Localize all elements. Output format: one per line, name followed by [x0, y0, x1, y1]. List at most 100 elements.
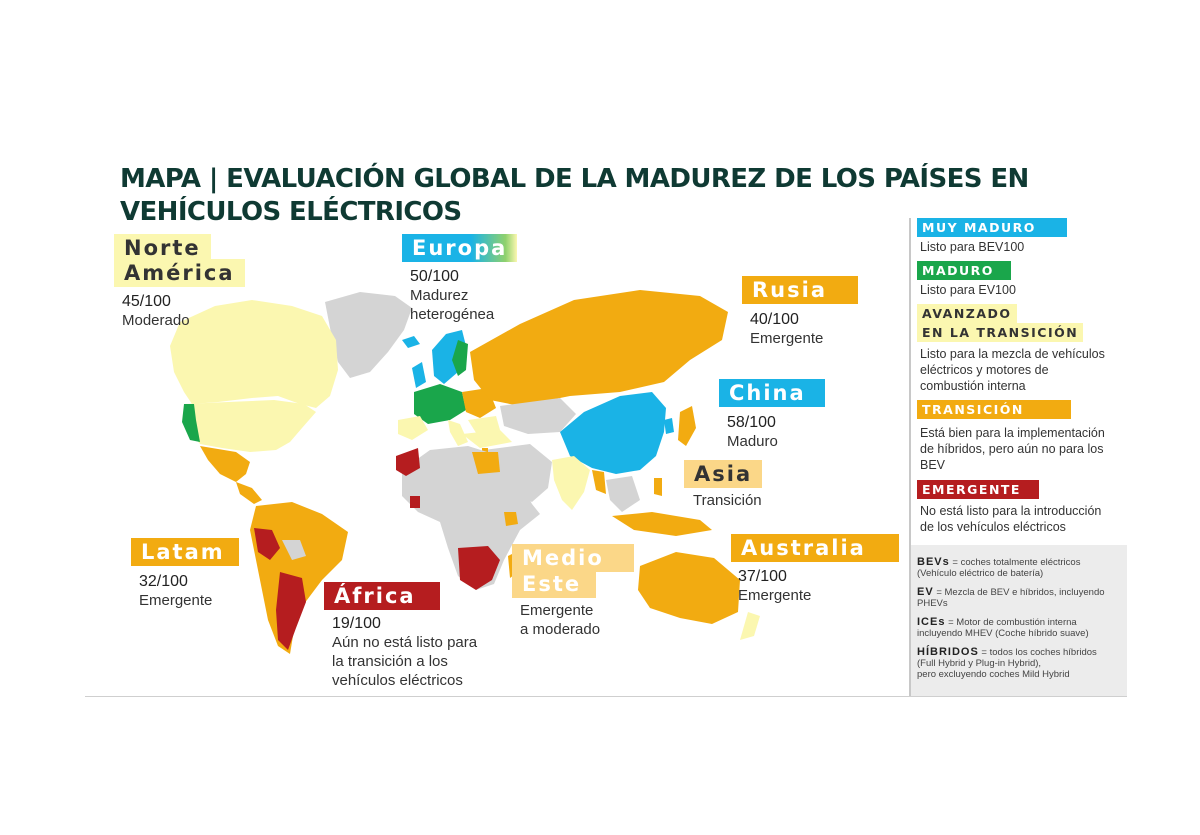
southern-africa-shape [458, 546, 500, 590]
legend-desc-avanzado: Listo para la mezcla de vehículos eléctr… [920, 346, 1105, 394]
glossary-ices-def1: = Motor de combustión interna [945, 617, 1077, 628]
glossary-ev-term: EV [917, 586, 934, 598]
peru-shape [254, 528, 280, 560]
africa-shape [402, 446, 540, 590]
legend-tag-maduro: Maduro [917, 261, 1011, 280]
legend-desc-transicion: Está bien para la implementación de híbr… [920, 425, 1105, 473]
glossary-hibridos-term: Híbridos [917, 646, 979, 658]
region-info-asia: Transición [693, 491, 762, 510]
region-tag-china: China [719, 379, 825, 407]
legend-tag-avanzado-line2: en la transición [917, 323, 1084, 342]
greenland-shape [325, 292, 412, 378]
score-norte-america: 45/100 [122, 293, 171, 310]
glossary-ev: EV = Mezcla de BEV e híbridos, incluyend… [917, 586, 1122, 610]
usa-shape [184, 400, 316, 452]
map-title: MAPA | EVALUACIÓN GLOBAL DE LA MADUREZ D… [120, 164, 1029, 227]
region-tag-norte-america-line2: América [114, 259, 245, 287]
legend-desc-emergente-line2: de los vehículos eléctricos [920, 520, 1066, 534]
korea-shape [664, 418, 674, 434]
australia-shape [638, 552, 740, 624]
region-info-africa: 19/100 Aún no está listo para la transic… [332, 614, 477, 690]
legend-tag-avanzado-line1: Avanzado [917, 304, 1017, 323]
region-info-medio-este: Emergente a moderado [520, 601, 600, 639]
region-tag-medio-este-line1: Medio [512, 544, 634, 572]
glossary-bevs-def2: (Vehículo eléctrico de batería) [917, 568, 1044, 579]
status-medio-este-line2: a moderado [520, 621, 601, 638]
status-latam: Emergente [139, 592, 213, 609]
status-australia: Emergente [738, 587, 812, 604]
china-shape [560, 392, 666, 474]
legend-tag-muy-maduro: Muy maduro [917, 218, 1067, 237]
legend-desc-maduro: Listo para EV100 [920, 283, 1016, 297]
legend-tag-emergente: Emergente [917, 480, 1039, 499]
brazil-west-shape [282, 540, 306, 560]
region-info-rusia: 40/100 Emergente [750, 310, 823, 348]
region-info-europa: 50/100 Madurez heterogénea [410, 267, 494, 324]
glossary-ices: ICEs = Motor de combustión interna inclu… [917, 617, 1122, 640]
morocco-shape [396, 448, 420, 476]
turkey-shape [462, 430, 512, 448]
glossary-bevs-term: BEVs [917, 556, 950, 568]
legend: Muy maduro Listo para BEV100 Maduro List… [909, 218, 1127, 696]
status-africa-line2: la transición a los [332, 653, 448, 670]
indonesia-shape [612, 512, 712, 536]
status-medio-este-line1: Emergente [520, 602, 594, 619]
score-australia: 37/100 [738, 568, 787, 585]
russia-shape [470, 290, 728, 406]
se-asia-shape [606, 476, 640, 512]
region-tag-rusia: Rusia [742, 276, 858, 304]
canada-shape [170, 300, 338, 408]
score-rusia: 40/100 [750, 311, 799, 328]
status-rusia: Emergente [750, 330, 824, 347]
score-china: 58/100 [727, 414, 776, 431]
status-europa-line2: heterogénea [410, 306, 495, 323]
region-tag-asia: Asia [684, 460, 763, 488]
region-info-norte-america: 45/100 Moderado [122, 292, 190, 330]
iceland-shape [402, 336, 420, 348]
argentina-shape [276, 572, 306, 650]
western-europe-shape [414, 384, 466, 424]
legend-desc-emergente: No está listo para la introducción de lo… [920, 503, 1101, 535]
score-latam: 32/100 [139, 573, 188, 590]
legend-desc-muy-maduro: Listo para BEV100 [920, 240, 1025, 254]
glossary-ev-def2: PHEVs [917, 598, 948, 609]
score-europa: 50/100 [410, 268, 459, 285]
glossary-hibridos-def1: = todos los coches híbridos [978, 647, 1097, 658]
italy-shape [448, 420, 468, 446]
region-tag-norte-america-line1: Norte [114, 234, 211, 262]
legend-desc-transicion-line3: BEV [920, 458, 946, 472]
central-america-shape [236, 482, 262, 504]
japan-shape [678, 406, 696, 446]
nigeria-shape [410, 496, 420, 508]
legend-tag-transicion: Transición [917, 400, 1071, 419]
glossary-hibridos-def2: (Full Hybrid y Plug-in Hybrid), [917, 658, 1042, 669]
egypt-shape [472, 452, 500, 474]
legend-desc-transicion-line2: de híbridos, pero aún no para los [920, 442, 1104, 456]
glossary-hibridos: Híbridos = todos los coches híbridos (Fu… [917, 646, 1122, 681]
status-africa-line1: Aún no está listo para [332, 634, 478, 651]
legend-desc-avanzado-line3: combustión interna [920, 379, 1026, 393]
legend-desc-avanzado-line1: Listo para la mezcla de vehículos [920, 347, 1105, 361]
glossary-ev-def1: = Mezcla de BEV e híbridos, incluyendo [933, 587, 1105, 598]
bottom-divider [85, 696, 1127, 697]
status-norte-america: Moderado [122, 312, 190, 329]
central-asia-shape [500, 398, 576, 434]
glossary: BEVs = coches totalmente eléctricos (Veh… [911, 545, 1127, 696]
legend-desc-transicion-line1: Está bien para la implementación [920, 426, 1105, 440]
myanmar-shape [592, 470, 606, 494]
iberia-shape [398, 416, 428, 440]
status-asia: Transición [693, 492, 762, 509]
uk-shape [412, 362, 426, 388]
status-europa-line1: Madurez [410, 287, 469, 304]
new-zealand-shape [740, 612, 760, 640]
legend-desc-avanzado-line2: eléctricos y motores de [920, 363, 1049, 377]
region-info-australia: 37/100 Emergente [738, 567, 811, 605]
philippines-shape [654, 478, 662, 496]
california-shape [182, 404, 200, 442]
glossary-bevs-def1: = coches totalmente eléctricos [949, 557, 1081, 568]
region-tag-africa: África [324, 582, 440, 610]
glossary-hibridos-def3: pero excluyendo coches Mild Hybrid [917, 669, 1070, 680]
glossary-ices-def2: incluyendo MHEV (Coche híbrido suave) [917, 628, 1089, 639]
mexico-shape [200, 446, 250, 482]
